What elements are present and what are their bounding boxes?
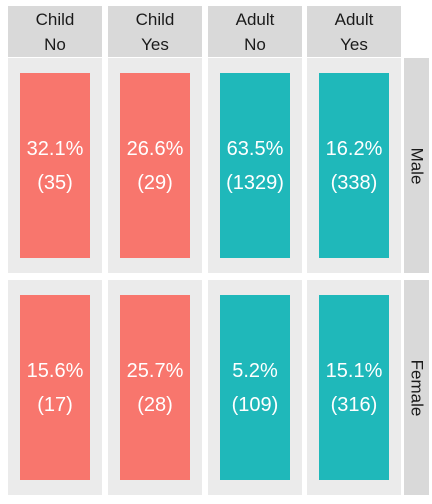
data-tile: 15.1% (316) — [319, 295, 389, 480]
data-tile: 25.7% (28) — [120, 295, 190, 480]
count-label: (109) — [231, 393, 279, 416]
facet-panel: 15.1% (316) — [307, 280, 401, 495]
count-label: (29) — [137, 171, 173, 194]
count-label: (35) — [37, 171, 73, 194]
data-tile: 5.2% (109) — [220, 295, 290, 480]
column-strip-label-line: Adult — [334, 9, 374, 29]
column-strip-label-line: Adult — [235, 9, 275, 29]
facet-panel: 16.2% (338) — [307, 58, 401, 273]
column-strip-label-line: Yes — [141, 34, 169, 54]
percent-label: 15.1% — [325, 359, 383, 382]
percent-label: 26.6% — [126, 137, 184, 160]
data-tile: 16.2% (338) — [319, 73, 389, 258]
data-tile: 63.5% (1329) — [220, 73, 290, 258]
data-tile: 32.1% (35) — [20, 73, 90, 258]
data-tile: 26.6% (29) — [120, 73, 190, 258]
facet-panel: 15.6% (17) — [8, 280, 102, 495]
percent-label: 5.2% — [232, 359, 278, 382]
column-strip-3: Adult No — [208, 6, 302, 57]
percent-label: 25.7% — [126, 359, 184, 382]
facet-panel: 25.7% (28) — [108, 280, 202, 495]
data-tile: 15.6% (17) — [20, 295, 90, 480]
percent-label: 32.1% — [26, 137, 84, 160]
facet-panel: 32.1% (35) — [8, 58, 102, 273]
column-strip-label-line: Child — [135, 9, 175, 29]
column-strip-label-line: Yes — [340, 34, 368, 54]
row-strip-label: Female — [407, 359, 427, 416]
column-strip-label-line: No — [44, 34, 66, 54]
percent-label: 16.2% — [325, 137, 383, 160]
count-label: (316) — [330, 393, 378, 416]
count-label: (1329) — [226, 171, 284, 194]
row-strip-female: Female — [404, 280, 429, 495]
count-label: (17) — [37, 393, 73, 416]
column-strip-label-line: No — [244, 34, 266, 54]
row-strip-male: Male — [404, 58, 429, 273]
column-strip-4: Adult Yes — [307, 6, 401, 57]
percent-label: 15.6% — [26, 359, 84, 382]
column-strip-1: Child No — [8, 6, 102, 57]
column-strip-2: Child Yes — [108, 6, 202, 57]
row-strip-label: Male — [407, 147, 427, 184]
percent-label: 63.5% — [226, 137, 284, 160]
facet-panel: 5.2% (109) — [208, 280, 302, 495]
column-strip-label-line: Child — [35, 9, 75, 29]
facet-panel: 63.5% (1329) — [208, 58, 302, 273]
count-label: (28) — [137, 393, 173, 416]
facet-panel: 26.6% (29) — [108, 58, 202, 273]
count-label: (338) — [330, 171, 378, 194]
